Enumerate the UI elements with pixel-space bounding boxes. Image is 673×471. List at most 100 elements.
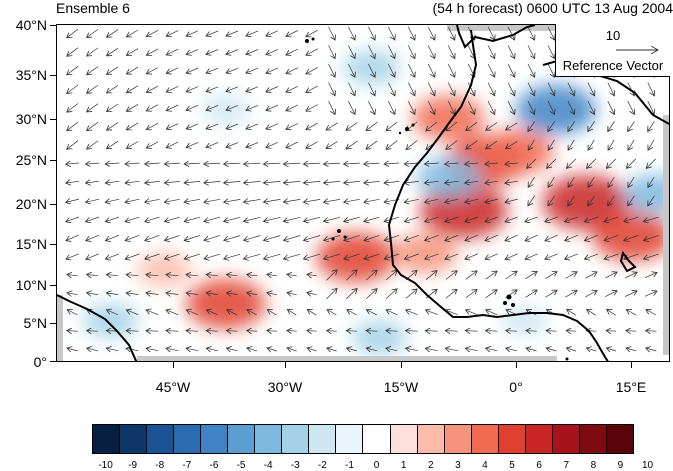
wind-vector bbox=[267, 293, 277, 295]
wind-vector bbox=[447, 82, 455, 96]
wind-vector bbox=[303, 181, 321, 183]
wind-vector bbox=[146, 310, 159, 316]
wind-vector bbox=[87, 140, 99, 149]
wind-vector bbox=[404, 181, 419, 183]
wind-vector bbox=[344, 235, 360, 240]
wind-vector bbox=[528, 121, 536, 131]
wind-vector bbox=[87, 84, 99, 93]
wind-vector bbox=[366, 331, 378, 332]
wind-vector bbox=[226, 105, 239, 110]
wind-vector bbox=[467, 101, 475, 114]
wind-vector bbox=[107, 66, 119, 75]
wind-vector bbox=[306, 85, 318, 93]
wind-vector bbox=[244, 181, 261, 183]
wind-vector bbox=[67, 66, 79, 75]
wind-vector bbox=[568, 176, 575, 187]
wind-vector bbox=[165, 216, 180, 221]
colorbar-tick-label: -8 bbox=[155, 460, 165, 471]
wind-vector bbox=[368, 101, 375, 114]
wind-vector bbox=[246, 86, 259, 92]
wind-vector bbox=[166, 348, 179, 350]
wind-vector bbox=[307, 309, 317, 316]
wind-vector bbox=[186, 348, 199, 351]
wind-vector bbox=[348, 26, 355, 40]
wind-vector bbox=[405, 289, 417, 299]
colorbar-swatch bbox=[255, 425, 283, 453]
colorbar-tick-label: 7 bbox=[563, 460, 570, 471]
wind-vector bbox=[406, 331, 418, 332]
wind-vector bbox=[166, 86, 179, 92]
wind-vector bbox=[487, 45, 495, 59]
wind-vector bbox=[105, 181, 120, 183]
wind-vector bbox=[146, 293, 159, 295]
negative-anomaly bbox=[515, 84, 596, 135]
wind-vector bbox=[125, 234, 140, 240]
wind-vector bbox=[607, 101, 615, 114]
plot-title-right: (54 h forecast) 0600 UTC 13 Aug 2004 bbox=[432, 0, 673, 16]
wind-vector bbox=[184, 235, 201, 240]
wind-vector bbox=[487, 82, 495, 96]
wind-vector bbox=[246, 49, 259, 55]
wind-vector bbox=[344, 163, 360, 164]
wind-vector bbox=[368, 63, 375, 77]
wind-vector bbox=[126, 275, 139, 276]
wind-vector bbox=[107, 122, 119, 131]
wind-vector bbox=[445, 181, 459, 183]
missing-data-bottom bbox=[137, 356, 557, 361]
wind-vector bbox=[324, 199, 341, 202]
wind-vector bbox=[87, 103, 99, 112]
wind-vector bbox=[567, 158, 577, 168]
lat-tick bbox=[50, 244, 56, 245]
colorbar-tick-label: -4 bbox=[263, 460, 273, 471]
reference-vector-box: 10 Reference Vector bbox=[555, 24, 670, 77]
wind-vector bbox=[146, 67, 159, 74]
wind-vector bbox=[306, 104, 318, 112]
wind-vector bbox=[425, 234, 439, 240]
wind-vector bbox=[186, 49, 199, 54]
wind-vector bbox=[387, 26, 395, 40]
wind-vector bbox=[386, 310, 398, 316]
wind-vector bbox=[527, 82, 535, 96]
wind-vector bbox=[606, 331, 617, 332]
wind-vector bbox=[67, 331, 78, 332]
lat-label-35n: 35°N bbox=[15, 67, 47, 83]
wind-vector bbox=[186, 310, 199, 316]
wind-vector bbox=[287, 293, 297, 295]
wind-vector bbox=[628, 121, 635, 131]
lon-label-15e: 15°E bbox=[615, 379, 647, 395]
wind-vector bbox=[565, 290, 577, 298]
wind-vector bbox=[346, 140, 358, 149]
wind-vector bbox=[107, 140, 119, 149]
wind-vector bbox=[165, 253, 180, 259]
wind-vector bbox=[607, 82, 615, 96]
wind-vector bbox=[485, 234, 498, 241]
wind-vector bbox=[304, 253, 321, 259]
colorbar-tick-label: 1 bbox=[400, 460, 407, 471]
wind-vector bbox=[425, 331, 438, 332]
colorbar-tick-label: 2 bbox=[427, 460, 434, 471]
wind-vector bbox=[608, 139, 615, 150]
colorbar-swatch bbox=[309, 425, 337, 453]
wind-vector bbox=[166, 310, 179, 316]
wind-vector bbox=[527, 63, 535, 77]
wind-vector bbox=[105, 199, 120, 202]
wind-vector bbox=[264, 216, 281, 221]
wind-vector bbox=[447, 26, 455, 40]
wind-vector bbox=[368, 26, 375, 40]
wind-vector bbox=[164, 163, 180, 164]
wind-vector bbox=[364, 235, 380, 240]
wind-vector bbox=[324, 181, 341, 183]
wind-vector bbox=[644, 235, 659, 240]
wind-vector bbox=[87, 66, 99, 75]
lon-tick bbox=[631, 362, 632, 368]
wind-vector bbox=[486, 331, 498, 332]
wind-vector bbox=[624, 216, 639, 222]
wind-vector bbox=[186, 104, 199, 110]
lat-label-5n: 5°N bbox=[23, 315, 48, 331]
missing-data-left bbox=[57, 295, 63, 361]
wind-vector bbox=[487, 26, 495, 40]
wind-vector bbox=[445, 289, 457, 299]
wind-vector bbox=[608, 195, 615, 206]
wind-vector bbox=[588, 121, 595, 131]
wind-vector bbox=[608, 121, 615, 131]
